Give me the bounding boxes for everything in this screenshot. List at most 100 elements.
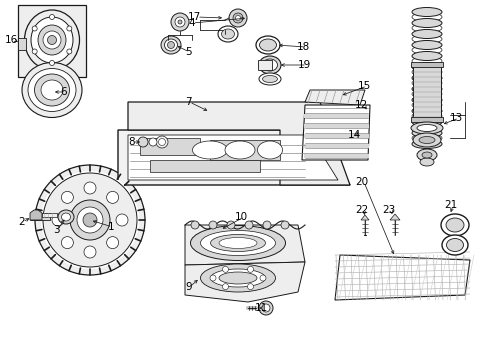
- Ellipse shape: [412, 112, 442, 121]
- Ellipse shape: [422, 152, 432, 158]
- Bar: [42, 213, 57, 217]
- Polygon shape: [302, 105, 370, 160]
- Text: 3: 3: [53, 225, 60, 235]
- Ellipse shape: [412, 45, 442, 54]
- Ellipse shape: [219, 272, 257, 284]
- Bar: [304, 124, 369, 128]
- Bar: [18, 38, 26, 50]
- Circle shape: [236, 15, 241, 21]
- Circle shape: [175, 17, 185, 27]
- Ellipse shape: [412, 117, 442, 126]
- Ellipse shape: [219, 238, 257, 248]
- Text: 10: 10: [235, 212, 248, 222]
- Ellipse shape: [412, 30, 442, 39]
- Circle shape: [138, 137, 148, 147]
- Ellipse shape: [259, 56, 281, 74]
- Bar: [370, 5, 488, 175]
- Ellipse shape: [260, 39, 276, 51]
- Ellipse shape: [259, 73, 281, 85]
- Bar: [304, 144, 369, 148]
- Ellipse shape: [38, 25, 66, 55]
- Ellipse shape: [258, 141, 283, 159]
- Text: 11: 11: [255, 303, 268, 313]
- Ellipse shape: [412, 95, 442, 104]
- Circle shape: [49, 14, 54, 19]
- Ellipse shape: [417, 125, 437, 131]
- Ellipse shape: [412, 73, 442, 82]
- Bar: [175, 207, 323, 315]
- Ellipse shape: [412, 140, 442, 149]
- Circle shape: [156, 136, 168, 148]
- Text: 17: 17: [188, 12, 201, 22]
- Circle shape: [41, 171, 139, 269]
- Ellipse shape: [191, 225, 286, 261]
- Ellipse shape: [62, 213, 71, 221]
- Ellipse shape: [446, 238, 464, 252]
- Ellipse shape: [225, 141, 255, 159]
- Ellipse shape: [413, 133, 441, 147]
- Ellipse shape: [263, 59, 277, 71]
- Ellipse shape: [200, 230, 275, 256]
- Circle shape: [83, 213, 97, 227]
- Circle shape: [61, 192, 74, 203]
- Polygon shape: [185, 225, 305, 265]
- Circle shape: [281, 221, 289, 229]
- Ellipse shape: [34, 74, 70, 106]
- Ellipse shape: [218, 26, 238, 42]
- Ellipse shape: [412, 41, 442, 50]
- Circle shape: [158, 139, 166, 145]
- Ellipse shape: [200, 264, 275, 292]
- Circle shape: [43, 173, 137, 267]
- Text: 8: 8: [128, 137, 135, 147]
- Text: 18: 18: [297, 42, 310, 52]
- Bar: [327, 187, 485, 315]
- Circle shape: [149, 138, 157, 146]
- Text: 12: 12: [355, 100, 368, 110]
- Bar: [411, 62, 443, 67]
- Ellipse shape: [411, 122, 443, 134]
- Circle shape: [67, 49, 72, 54]
- Ellipse shape: [193, 141, 227, 159]
- Polygon shape: [30, 210, 42, 220]
- Polygon shape: [118, 130, 350, 185]
- Text: 9: 9: [185, 282, 192, 292]
- Circle shape: [41, 171, 139, 269]
- Circle shape: [210, 275, 216, 281]
- Text: 4: 4: [188, 18, 195, 28]
- Text: 2: 2: [18, 217, 24, 227]
- Bar: [304, 114, 369, 118]
- Ellipse shape: [22, 63, 82, 117]
- Ellipse shape: [165, 39, 177, 51]
- Text: 1: 1: [108, 222, 115, 232]
- Circle shape: [61, 237, 74, 249]
- Polygon shape: [150, 160, 260, 172]
- Ellipse shape: [412, 134, 442, 143]
- Circle shape: [260, 275, 266, 281]
- Polygon shape: [335, 255, 470, 300]
- Circle shape: [222, 284, 228, 290]
- Circle shape: [49, 60, 54, 66]
- Circle shape: [35, 165, 145, 275]
- Ellipse shape: [412, 18, 442, 27]
- Ellipse shape: [412, 107, 442, 116]
- Ellipse shape: [263, 76, 277, 82]
- Ellipse shape: [43, 31, 61, 49]
- Circle shape: [32, 49, 37, 54]
- Circle shape: [171, 13, 189, 31]
- Bar: [30, 213, 50, 220]
- Ellipse shape: [24, 10, 79, 70]
- Text: 19: 19: [298, 60, 311, 70]
- Polygon shape: [361, 215, 369, 220]
- Bar: [411, 117, 443, 122]
- Ellipse shape: [412, 13, 442, 22]
- Ellipse shape: [442, 235, 468, 255]
- Circle shape: [52, 214, 64, 226]
- Circle shape: [107, 237, 119, 249]
- Circle shape: [107, 192, 119, 203]
- Ellipse shape: [256, 36, 280, 54]
- Circle shape: [247, 284, 253, 290]
- Polygon shape: [128, 102, 350, 185]
- Circle shape: [84, 182, 96, 194]
- Polygon shape: [185, 262, 305, 302]
- Ellipse shape: [412, 57, 442, 66]
